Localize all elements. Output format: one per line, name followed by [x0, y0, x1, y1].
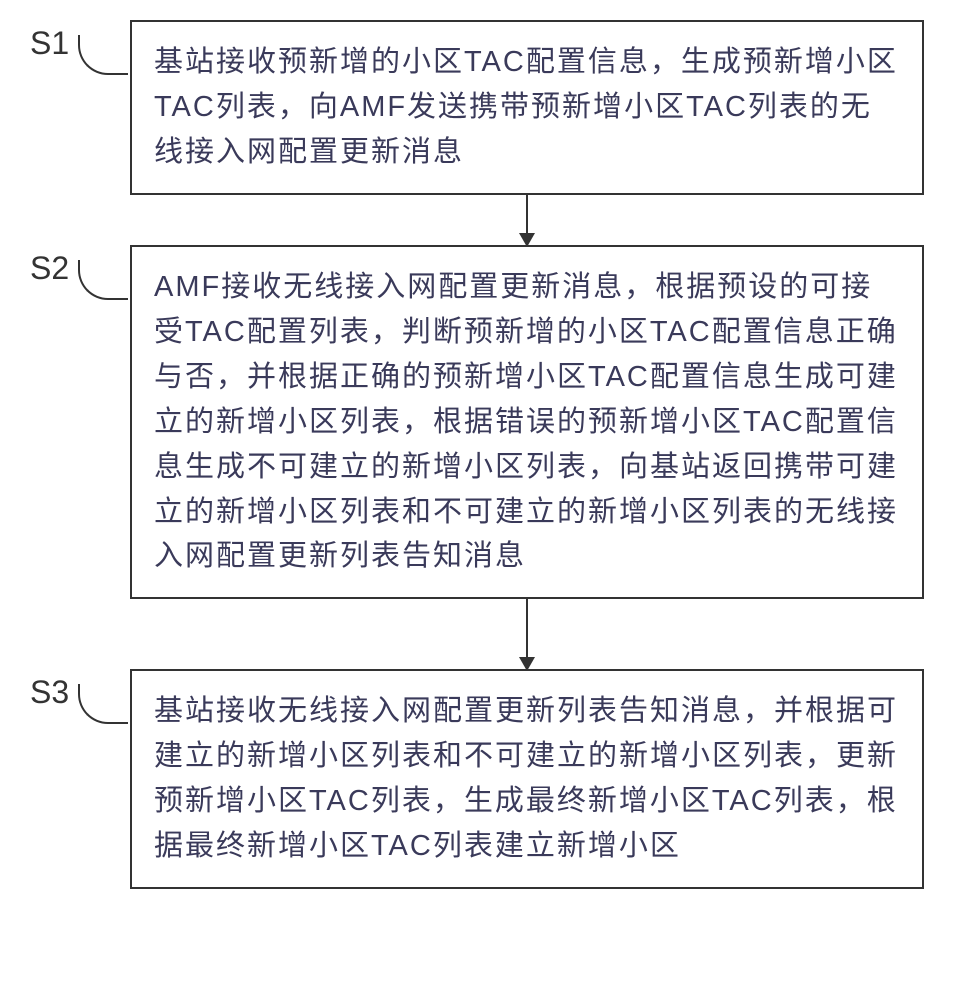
step-label-text: S3	[30, 674, 69, 710]
step-label-text: S1	[30, 25, 69, 61]
step-text-s3: 基站接收无线接入网配置更新列表告知消息，并根据可建立的新增小区列表和不可建立的新…	[154, 689, 900, 869]
step-label-s1: S1	[30, 20, 100, 62]
connector-arc	[78, 35, 128, 75]
step-label-s3: S3	[30, 669, 100, 711]
step-row-s2: S2 AMF接收无线接入网配置更新消息，根据预设的可接受TAC配置列表，判断预新…	[30, 245, 924, 600]
arrow-s1-s2	[526, 195, 528, 245]
step-text-s2: AMF接收无线接入网配置更新消息，根据预设的可接受TAC配置列表，判断预新增的小…	[154, 265, 900, 580]
step-box-s3: 基站接收无线接入网配置更新列表告知消息，并根据可建立的新增小区列表和不可建立的新…	[130, 669, 924, 889]
step-label-s2: S2	[30, 245, 100, 287]
connector-arc	[78, 684, 128, 724]
step-box-s1: 基站接收预新增的小区TAC配置信息，生成预新增小区TAC列表，向AMF发送携带预…	[130, 20, 924, 195]
step-row-s1: S1 基站接收预新增的小区TAC配置信息，生成预新增小区TAC列表，向AMF发送…	[30, 20, 924, 195]
step-label-text: S2	[30, 250, 69, 286]
arrow-s2-s3	[526, 599, 528, 669]
step-text-s1: 基站接收预新增的小区TAC配置信息，生成预新增小区TAC列表，向AMF发送携带预…	[154, 40, 900, 175]
connector-arc	[78, 260, 128, 300]
step-row-s3: S3 基站接收无线接入网配置更新列表告知消息，并根据可建立的新增小区列表和不可建…	[30, 669, 924, 889]
step-box-s2: AMF接收无线接入网配置更新消息，根据预设的可接受TAC配置列表，判断预新增的小…	[130, 245, 924, 600]
flowchart-container: S1 基站接收预新增的小区TAC配置信息，生成预新增小区TAC列表，向AMF发送…	[30, 20, 924, 889]
